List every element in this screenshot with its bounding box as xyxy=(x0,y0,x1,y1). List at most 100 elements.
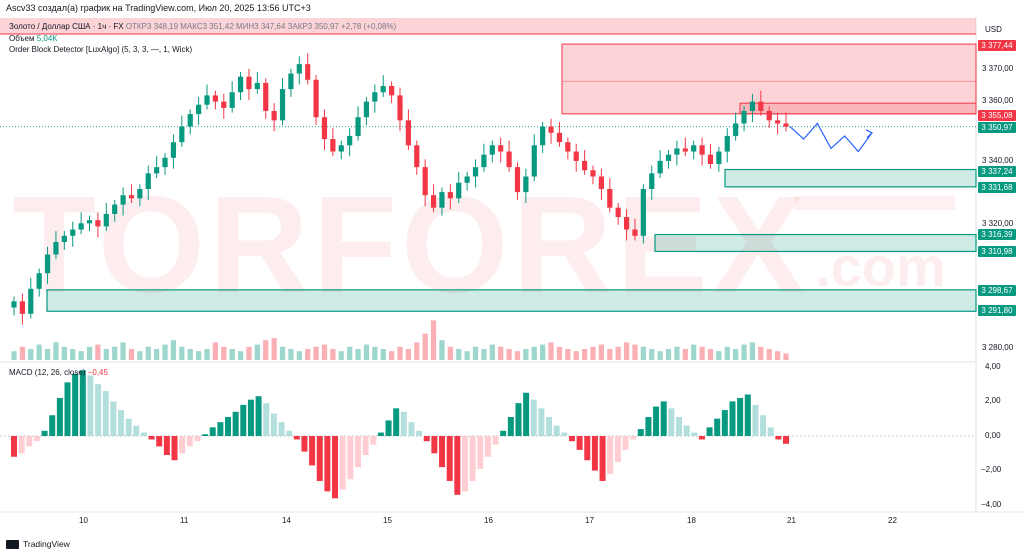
volume-bar xyxy=(246,346,252,360)
volume-bar xyxy=(313,346,319,360)
macd-histogram-bar xyxy=(431,436,438,454)
candle-body xyxy=(44,254,51,274)
macd-histogram-bar xyxy=(209,427,216,436)
macd-histogram-bar xyxy=(737,397,744,436)
candle-body xyxy=(749,101,756,111)
macd-histogram-bar xyxy=(706,427,713,436)
symbol-legend[interactable]: Золото / Доллар США · 1ч · FX ОТКР3 348,… xyxy=(9,22,396,31)
macd-histogram-bar xyxy=(721,410,728,436)
price-tick: 3 320,00 xyxy=(982,219,1014,228)
volume-bar xyxy=(288,349,294,360)
macd-histogram-bar xyxy=(385,420,392,436)
candle-body xyxy=(506,151,512,168)
candle-body xyxy=(623,217,630,230)
volume-bar xyxy=(489,344,495,360)
candle-body xyxy=(472,167,479,177)
macd-histogram-bar xyxy=(523,392,530,436)
macd-histogram-bar xyxy=(286,430,293,436)
bullish-order-block xyxy=(654,233,977,253)
macd-histogram-bar xyxy=(729,401,736,436)
volume-value: 5,04K xyxy=(36,34,58,43)
volume-bar xyxy=(78,351,84,360)
candle-body xyxy=(246,76,252,90)
candle-body xyxy=(389,86,395,96)
macd-histogram-bar xyxy=(140,432,147,436)
macd-histogram-bar xyxy=(362,436,369,456)
macd-histogram-bar xyxy=(347,436,354,480)
candle-body xyxy=(405,120,411,146)
macd-tick: −4,00 xyxy=(981,500,1002,509)
candle-body xyxy=(682,148,688,152)
candle-body xyxy=(582,160,588,171)
candle-body xyxy=(95,220,101,227)
candle-body xyxy=(540,126,546,146)
macd-histogram-bar xyxy=(653,406,660,436)
volume-bar xyxy=(279,346,286,360)
bearish-band-top xyxy=(0,18,976,34)
macd-histogram-bar xyxy=(240,404,247,436)
macd-histogram-bar xyxy=(232,411,239,436)
volume-legend[interactable]: Объем 5,04K xyxy=(9,34,58,43)
volume-bar xyxy=(766,349,772,360)
macd-histogram-bar xyxy=(370,436,377,445)
volume-bar xyxy=(540,344,546,360)
candle-body xyxy=(355,117,361,136)
price-tick: 3 280,00 xyxy=(982,343,1014,352)
candle-body xyxy=(162,157,168,168)
macd-histogram-bar xyxy=(416,430,423,436)
candle-body xyxy=(145,173,151,189)
volume-bar xyxy=(733,349,739,360)
macd-histogram-bar xyxy=(393,408,400,436)
candle-body xyxy=(363,101,370,118)
tradingview-logo-icon xyxy=(6,540,19,550)
macd-histogram-bar xyxy=(79,370,86,436)
macd-histogram-bar xyxy=(293,436,300,440)
volume-bar xyxy=(640,346,646,360)
volume-bar xyxy=(414,342,420,360)
candle-body xyxy=(481,154,487,168)
price-tag-last: 3 350,97 xyxy=(978,122,1016,133)
volume-bar xyxy=(128,349,135,360)
candle-body xyxy=(204,95,210,105)
volume-bar xyxy=(162,344,168,360)
volume-bar xyxy=(61,346,67,360)
macd-legend[interactable]: MACD (12, 26, close) −0,45 xyxy=(9,368,108,377)
macd-histogram-bar xyxy=(339,436,346,490)
macd-histogram-bar xyxy=(599,436,606,481)
candle-body xyxy=(733,123,739,136)
macd-histogram-bar xyxy=(500,430,507,436)
candle-body xyxy=(556,132,563,143)
volume-bar xyxy=(716,351,722,360)
volume-bar xyxy=(749,342,756,360)
volume-bar xyxy=(330,349,336,360)
candle-body xyxy=(196,104,202,115)
bullish-order-block xyxy=(46,289,977,312)
candle-body xyxy=(154,167,160,174)
time-tick: 17 xyxy=(585,516,594,525)
candle-body xyxy=(665,154,672,161)
volume-bar xyxy=(187,349,193,360)
macd-histogram-bar xyxy=(354,436,361,468)
bearish-order-block xyxy=(561,43,977,115)
candle-body xyxy=(783,123,789,127)
macd-histogram-bar xyxy=(561,432,568,436)
volume-bar xyxy=(523,349,529,360)
volume-bar xyxy=(590,346,596,360)
volume-bar xyxy=(305,349,311,360)
candle-body xyxy=(137,188,143,199)
macd-histogram-bar xyxy=(446,436,453,481)
macd-histogram-bar xyxy=(102,391,109,436)
macd-histogram-bar xyxy=(255,396,262,436)
macd-histogram-bar xyxy=(630,436,637,440)
price-tag-3291: 3 291,80 xyxy=(978,305,1016,316)
volume-bar xyxy=(514,351,521,360)
macd-histogram-bar xyxy=(72,373,79,436)
volume-bar xyxy=(724,346,730,360)
indicator-legend[interactable]: Order Block Detector [LuxAlgo] (5, 3, 3,… xyxy=(9,45,192,54)
volume-bar xyxy=(380,349,386,360)
volume-bar xyxy=(531,346,537,360)
volume-bar xyxy=(19,346,25,360)
price-tag-3298: 3 298,67 xyxy=(978,285,1016,296)
candle-body xyxy=(489,145,495,155)
